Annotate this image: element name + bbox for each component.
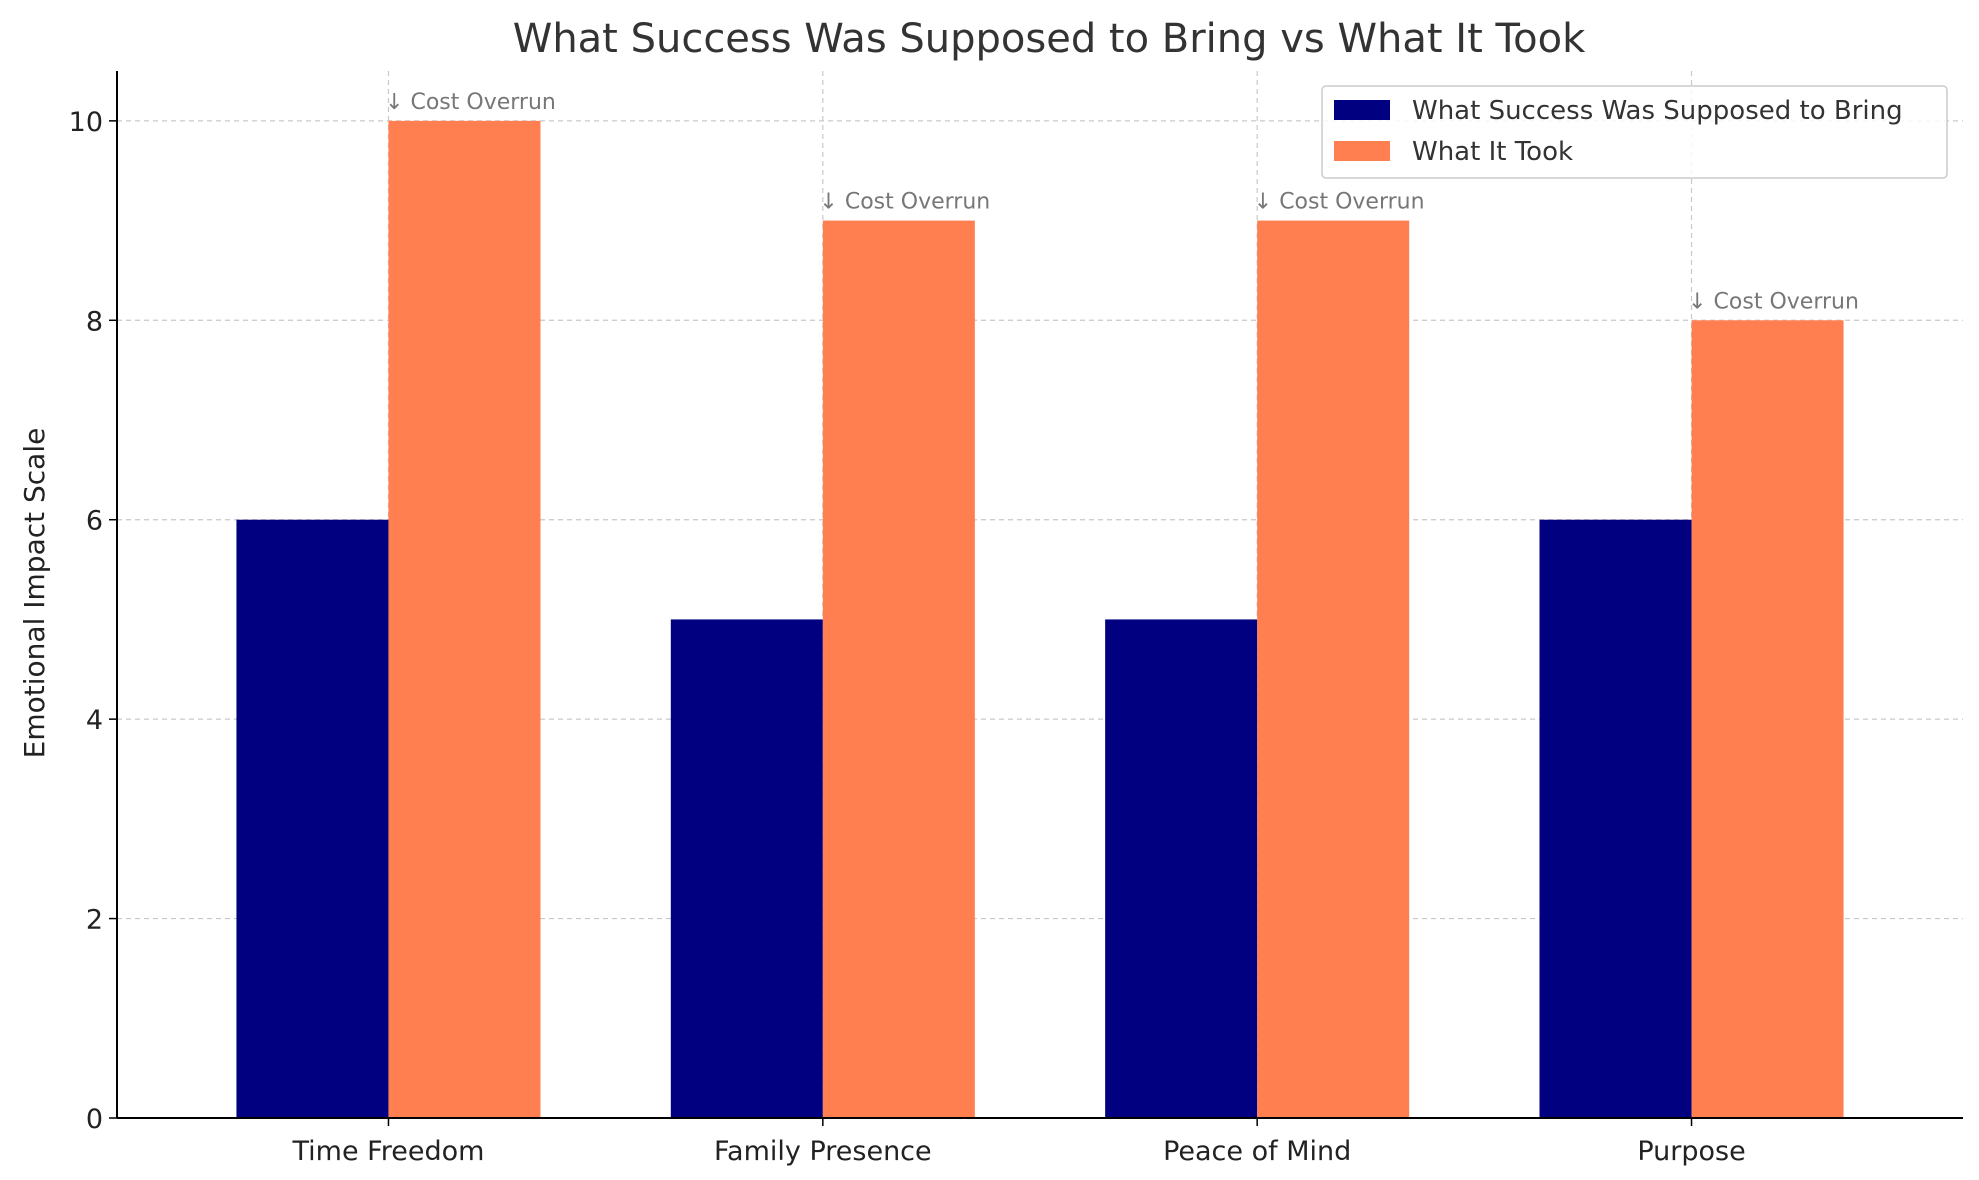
bar-supposed-1 (670, 619, 823, 1118)
y-tick-label: 4 (86, 705, 103, 736)
bar-took-1 (822, 220, 975, 1119)
y-tick-label: 8 (86, 306, 103, 337)
legend-label[interactable]: What It Took (1412, 137, 1573, 167)
legend-swatch (1334, 141, 1390, 161)
x-tick-label: Purpose (1637, 1136, 1745, 1167)
bar-took-2 (1257, 220, 1410, 1119)
chart-title: What Success Was Supposed to Bring vs Wh… (513, 16, 1586, 62)
y-tick-label: 10 (69, 107, 103, 138)
bar-supposed-2 (1105, 619, 1258, 1118)
annotation-cost-overrun: ↓ Cost Overrun (1688, 289, 1859, 314)
annotation-cost-overrun: ↓ Cost Overrun (819, 190, 990, 215)
axes (116, 71, 1963, 1119)
bar-took-0 (388, 120, 541, 1119)
ticks: 0 2 4 6 8 10 Time Freedom Family Presence Peace … (69, 107, 1746, 1167)
legend-box (1321, 85, 1948, 179)
y-axis-label: Emotional Impact Scale (18, 428, 51, 759)
bar-took-3 (1691, 320, 1844, 1118)
x-tick-label: Time Freedom (292, 1136, 485, 1167)
x-tick-label: Peace of Mind (1163, 1136, 1351, 1167)
y-tick-label: 2 (86, 905, 103, 936)
annotation-cost-overrun: ↓ Cost Overrun (1254, 190, 1425, 215)
legend-label[interactable]: What Success Was Supposed to Bring (1412, 96, 1903, 126)
bar-supposed-0 (236, 519, 389, 1118)
bar-supposed-3 (1539, 519, 1692, 1118)
legend-swatch (1334, 100, 1390, 120)
y-tick-label: 6 (86, 506, 103, 537)
legend[interactable]: What Success Was Supposed to Bring What I… (1321, 85, 1948, 179)
x-tick-label: Family Presence (714, 1136, 932, 1167)
annotations: ↓ Cost Overrun ↓ Cost Overrun ↓ Cost Overr… (385, 90, 1859, 314)
y-tick-label: 0 (86, 1104, 103, 1135)
bars (236, 120, 1844, 1119)
annotation-cost-overrun: ↓ Cost Overrun (385, 90, 556, 115)
